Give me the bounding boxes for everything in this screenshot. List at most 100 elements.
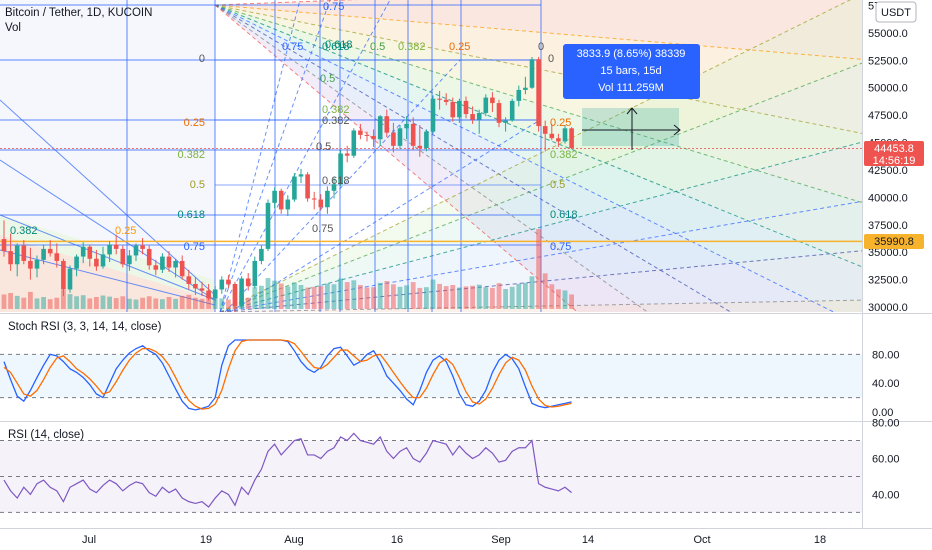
level-price-badge: 35990.8 [864,234,924,249]
candle-body [490,97,495,104]
candlestick-series [1,57,574,312]
volume-bar [311,286,317,309]
current-price-value: 44453.8 [874,143,914,155]
fib-fan-line [214,4,862,268]
fib-level-label: 0.25 [184,117,205,129]
candle-body [556,138,561,142]
stoch-rsi-pane [0,339,862,411]
fib-level-label: 0.382 [177,149,205,161]
volume-bar [54,297,60,309]
fib-level-label: 0.75 [184,241,205,253]
candle-body [305,174,310,199]
level-price-value: 35990.8 [874,236,914,248]
volume-bar [1,294,7,309]
volume-bar [417,287,423,309]
time-tick-label: Jul [82,534,96,546]
candle-body [41,248,46,260]
volume-bar [245,297,251,309]
currency-button[interactable]: USDT [875,1,917,23]
candle-body [80,246,86,257]
volume-bar [100,295,106,309]
volume-bar [562,290,568,309]
fib-fan-line [214,4,732,312]
fib-fan-line [214,4,649,312]
candle-body [331,184,337,191]
candle-body [87,246,93,259]
candle-body [457,100,462,118]
fib-level-label: 0.618 [550,209,578,221]
candle-body [107,244,112,255]
candle-body [232,283,238,306]
volume-bar [470,285,475,309]
candle-body [193,283,198,289]
volume-bar [305,287,310,309]
volume-bar [463,286,469,309]
volume-bar [127,298,132,309]
fib-fan-line [219,0,391,312]
volume-bar [443,286,449,309]
bar-countdown: 14:56:19 [873,155,916,167]
volume-bar [199,298,205,309]
volume-bar [397,286,403,309]
stoch-band [0,354,862,398]
fib-fan-line [224,59,461,312]
fib-fan-line [214,4,835,312]
fib-fan-line [229,119,541,312]
time-axis[interactable]: Jul 19 Aug 16 Sep 14 Oct 18 [82,534,826,546]
candle-body [133,245,139,256]
fib-level-label: 0.618 [177,209,205,221]
volume-bar [173,298,178,309]
fib-level-label: 0 [538,41,544,53]
volume-bars [1,229,574,309]
fib-fan-line [0,249,216,306]
candle-body [523,87,528,90]
volume-bar [377,282,383,309]
candle-body [47,248,53,254]
candle-body [186,276,192,284]
volume-bar [483,287,489,309]
candle-body [54,253,60,261]
volume-bar [384,281,390,309]
stoch-axis[interactable]: 0.00 40.00 80.00 [872,349,900,419]
candle-body [265,202,271,249]
candle-body [166,256,172,268]
price-range-measure[interactable]: 3833.9 (8.65%) 38339 15 bars, 15d Vol 111.… [563,44,700,150]
fib-fan-zone [215,0,862,60]
volume-bar [61,290,66,309]
volume-bar [391,284,396,309]
volume-bar [160,299,165,309]
price-tick-label: 35000.0 [868,247,908,259]
candle-body [67,268,73,290]
volume-bar [358,285,363,309]
fib-level-label: 0.75 [550,241,571,253]
volume-bar [212,297,218,309]
fib-level-label: 0.382 [322,104,350,116]
volume-bar [529,276,535,309]
price-tick-label: 37500.0 [868,220,908,232]
volume-bar [410,282,416,309]
fib-grid-lines [0,0,542,312]
volume-bar [74,296,79,309]
candle-body [140,245,145,249]
fib-fan-line [0,214,216,301]
fib-fan-line [219,0,851,312]
stoch-d-line [3,339,572,410]
fib-fan-line [219,141,862,312]
candle-body [14,245,20,265]
volume-bar [120,296,126,309]
time-tick-label: 19 [200,534,212,546]
rsi-axis[interactable]: 40.00 60.00 80.00 [872,418,900,502]
candle-body [74,256,79,269]
fib-level-label: 0.75 [312,223,333,235]
volume-bar [94,297,99,309]
candle-body [463,100,469,115]
stoch-tick-label: 40.00 [872,378,900,390]
candle-body [536,59,541,127]
candle-body [483,97,489,113]
volume-bar [107,296,112,309]
candle-body [219,279,225,290]
currency-label: USDT [881,7,911,19]
candle-body [94,258,99,267]
horizontal-price-level[interactable] [0,148,862,243]
